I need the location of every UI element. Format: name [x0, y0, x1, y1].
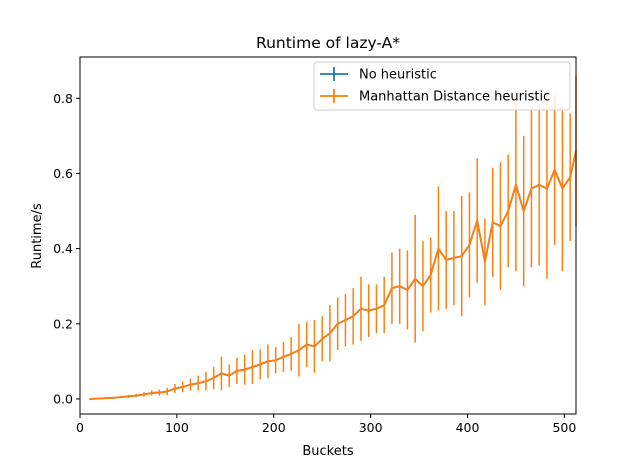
x-tick-label: 0 [76, 420, 84, 435]
x-tick-label: 200 [262, 420, 286, 435]
plot-frame [79, 56, 577, 415]
legend-entry: No heuristic [320, 67, 437, 83]
series-manhattan-heuristic [88, 75, 577, 400]
x-tick-label: 400 [456, 420, 480, 435]
chart-title: Runtime of lazy-A* [256, 34, 400, 52]
y-tick-label: 0.8 [53, 91, 73, 106]
y-tick-label: 0.2 [53, 316, 73, 331]
legend-entry: Manhattan Distance heuristic [320, 89, 550, 105]
y-axis: 0.0 0.2 0.4 0.6 0.8 [53, 91, 80, 406]
legend: No heuristic Manhattan Distance heuristic [313, 61, 571, 111]
y-tick-label: 0.4 [53, 241, 73, 256]
legend-label: Manhattan Distance heuristic [359, 90, 550, 105]
series-line [89, 150, 577, 400]
series-line [89, 150, 577, 400]
x-axis-label: Buckets [302, 444, 353, 459]
y-tick-label: 0.6 [53, 166, 73, 181]
y-axis-label: Runtime/s [30, 203, 45, 269]
x-tick-label: 500 [552, 420, 576, 435]
x-axis: 0 100 200 300 400 500 [76, 414, 576, 435]
legend-box [313, 61, 571, 111]
plot-area [88, 75, 577, 400]
x-tick-label: 100 [165, 420, 189, 435]
y-tick-label: 0.0 [53, 391, 73, 406]
legend-label: No heuristic [359, 68, 437, 83]
x-tick-label: 300 [359, 420, 383, 435]
series-no-heuristic [89, 150, 577, 400]
